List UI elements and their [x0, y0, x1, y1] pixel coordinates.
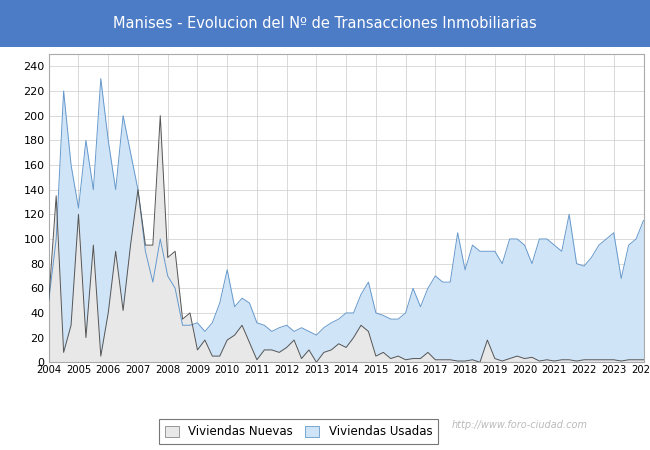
Legend: Viviendas Nuevas, Viviendas Usadas: Viviendas Nuevas, Viviendas Usadas: [159, 419, 438, 444]
Text: Manises - Evolucion del Nº de Transacciones Inmobiliarias: Manises - Evolucion del Nº de Transaccio…: [113, 16, 537, 31]
Text: http://www.foro-ciudad.com: http://www.foro-ciudad.com: [452, 420, 588, 430]
